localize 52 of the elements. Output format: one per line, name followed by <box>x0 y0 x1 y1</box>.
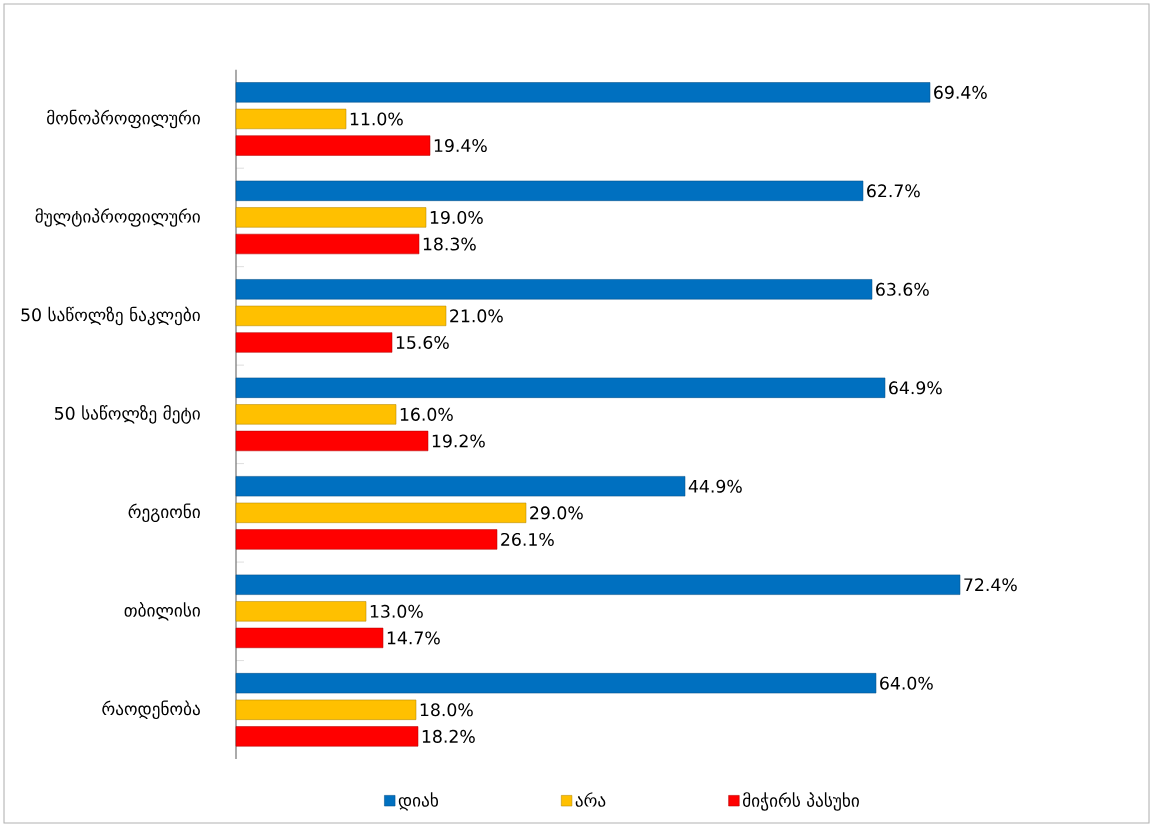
data-label: 64.9% <box>889 381 942 395</box>
data-label: 18.0% <box>420 703 473 717</box>
data-label: 21.0% <box>450 309 503 323</box>
data-label: 19.4% <box>434 139 487 153</box>
bar <box>235 574 961 595</box>
data-label: 26.1% <box>501 532 554 546</box>
bar <box>235 476 686 497</box>
bar <box>235 377 886 398</box>
bar <box>235 673 877 694</box>
data-label: 64.0% <box>880 676 933 690</box>
data-label: 72.4% <box>964 578 1017 592</box>
data-label: 11.0% <box>350 112 403 126</box>
bar <box>235 430 429 452</box>
data-label: 15.6% <box>396 335 449 350</box>
data-label: 62.7% <box>867 184 920 198</box>
bar <box>235 82 931 103</box>
bar <box>235 180 864 201</box>
bar <box>235 726 419 747</box>
legend-label: არა <box>575 792 606 807</box>
y-tick-label: 50 საწოლზე მეტი <box>55 405 200 424</box>
bar <box>235 699 417 720</box>
y-tick-label: მონოპროფილური <box>47 109 200 129</box>
data-label: 19.2% <box>432 434 485 448</box>
bar <box>235 207 427 228</box>
legend-label: მიჭირს პასუხი <box>743 792 859 811</box>
bar <box>235 332 393 353</box>
y-tick-label: თბილისი <box>124 602 200 621</box>
data-label: 18.3% <box>423 237 476 251</box>
data-label: 16.0% <box>400 407 453 421</box>
bar <box>235 108 347 130</box>
data-label: 18.2% <box>422 729 475 743</box>
data-label: 29.0% <box>530 506 583 520</box>
data-label: 63.6% <box>876 282 929 296</box>
bar <box>235 135 431 156</box>
y-tick-label: რეგიონი <box>128 503 200 523</box>
bar <box>235 502 527 523</box>
bar <box>235 627 384 649</box>
data-label: 44.9% <box>688 479 742 493</box>
bar <box>235 404 397 425</box>
legend-label: დიახ <box>398 792 439 811</box>
bar <box>235 601 367 622</box>
y-tick-label: რაოდენობა <box>102 700 200 720</box>
data-label: 69.4% <box>934 85 987 99</box>
y-tick-label: მულტიპროფილური <box>35 208 200 227</box>
bar <box>235 529 498 550</box>
y-tick-label: 50 საწოლზე ნაკლები <box>21 306 200 326</box>
data-label: 19.0% <box>430 210 483 224</box>
bar <box>235 233 420 255</box>
data-label: 13.0% <box>370 604 423 618</box>
bar <box>235 305 447 327</box>
data-label: 14.7% <box>387 631 440 645</box>
bar <box>235 279 873 300</box>
